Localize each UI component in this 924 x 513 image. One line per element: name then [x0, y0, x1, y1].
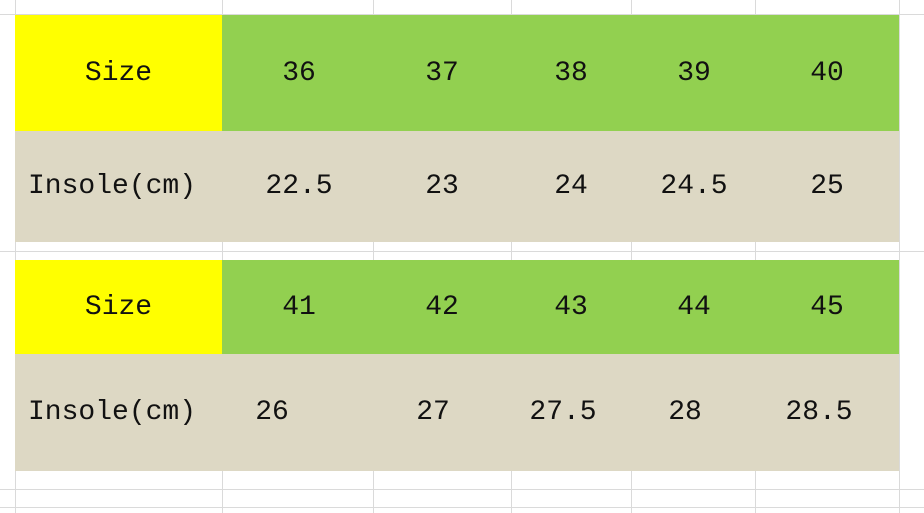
insole-cell: 24	[554, 171, 588, 202]
size-cell: 37	[425, 57, 459, 89]
size-cell: 45	[810, 291, 844, 323]
size-cell: 36	[282, 57, 316, 89]
insole-cell: 28.5	[785, 397, 853, 428]
row-label: Insole(cm)	[28, 171, 197, 202]
insole-cell: 23	[425, 171, 459, 202]
header-label: Size	[15, 260, 222, 354]
size-cell: 40	[810, 57, 844, 89]
insole-cell: 22.5	[265, 171, 333, 202]
insole-cell: 25	[810, 171, 844, 202]
insole-cell: 27.5	[529, 397, 597, 428]
size-cell: 41	[282, 291, 316, 323]
row-label: Insole(cm)	[28, 397, 197, 428]
size-cell: 42	[425, 291, 459, 323]
row-background	[15, 131, 899, 242]
header-label: Size	[15, 15, 222, 131]
insole-cell: 27	[416, 397, 450, 428]
size-cell: 44	[677, 291, 711, 323]
insole-cell: 24.5	[660, 171, 728, 202]
size-cell: 43	[554, 291, 588, 323]
insole-cell: 28	[668, 397, 702, 428]
size-cell: 39	[677, 57, 711, 89]
insole-cell: 26	[255, 397, 289, 428]
row-background	[15, 354, 899, 471]
size-cell: 38	[554, 57, 588, 89]
